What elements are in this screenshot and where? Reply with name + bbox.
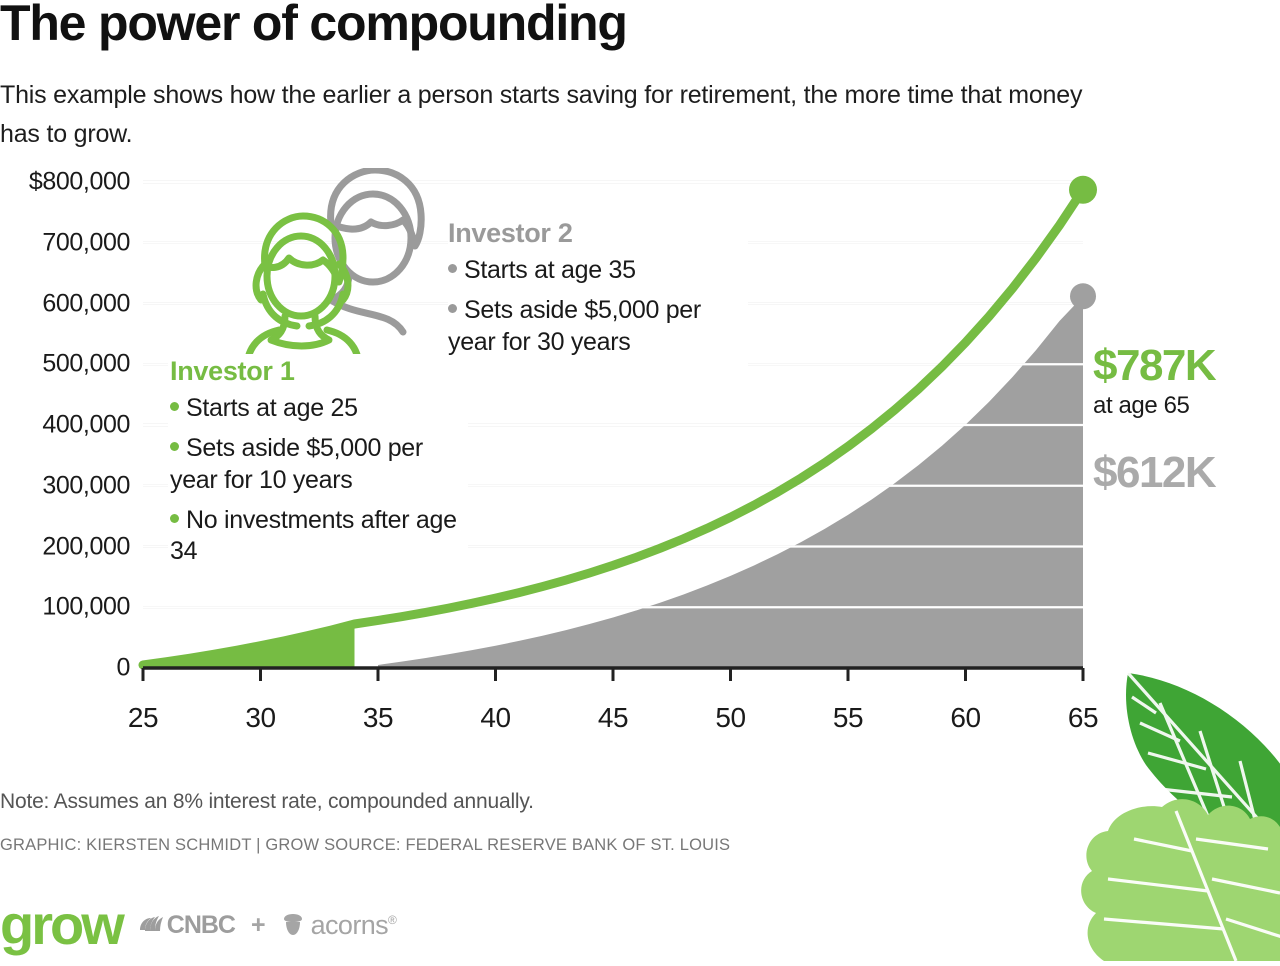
callout1-backdrop — [168, 354, 468, 566]
callout-investor-2: Investor 2 Starts at age 35 Sets aside $… — [448, 218, 748, 358]
bullet-text: Sets aside $5,000 per year for 10 years — [170, 434, 423, 494]
y-axis-tick-label: 500,000 — [42, 349, 130, 378]
callout-investor-1-bullet-1: Starts at age 25 — [170, 393, 470, 424]
page-subtitle: This example shows how the earlier a per… — [0, 81, 1083, 148]
end-value-investor-1-sub: at age 65 — [1093, 392, 1190, 419]
y-axis-tick-label: 100,000 — [42, 592, 130, 621]
callout-investor-1-bullet-3: No investments after age 34 — [170, 505, 470, 568]
bullet-text: Starts at age 25 — [186, 394, 358, 422]
acorn-icon — [283, 914, 302, 935]
page-title: The power of compounding — [0, 0, 628, 51]
y-axis-tick-label: 400,000 — [42, 410, 130, 439]
brand-logo-row: grow CNBC + acorns® — [0, 893, 397, 956]
series-investor2-area — [378, 296, 1083, 668]
bullet-dot-icon — [170, 513, 179, 523]
end-value-investor-2: $612K — [1093, 448, 1217, 497]
y-axis-tick-label: 0 — [116, 653, 130, 682]
callout-investor-2-bullet-2: Sets aside $5,000 per year for 30 years — [448, 295, 748, 358]
investor2-endpoint-marker — [1070, 283, 1096, 310]
bullet-dot-icon — [448, 263, 457, 273]
leaf-light-green — [1081, 799, 1280, 962]
chart-note: Note: Assumes an 8% interest rate, compo… — [0, 790, 534, 813]
registered-mark: ® — [388, 912, 397, 927]
end-label-investor-1: $787K at age 65 — [1093, 341, 1217, 420]
cnbc-logo: CNBC — [138, 910, 236, 940]
chart: 0 100,000 200,000 300,000 400,000 500,000 600,… — [0, 166, 1280, 766]
x-axis-tick-label: 55 — [832, 702, 864, 733]
x-axis-tick-label: 60 — [950, 702, 981, 733]
callout-investor-2-heading: Investor 2 — [448, 218, 573, 248]
bullet-text: Sets aside $5,000 per year for 30 years — [448, 296, 701, 356]
x-axis-tick-label: 35 — [362, 702, 394, 733]
series-investor1-area — [143, 624, 355, 668]
callout-investor-2-bullet-1: Starts at age 35 — [448, 255, 748, 286]
x-axis-tick-label: 65 — [1067, 702, 1099, 733]
x-axis-tick-label: 25 — [127, 702, 159, 733]
investor2-area-fill — [378, 296, 1083, 668]
end-value-investor-1: $787K — [1093, 341, 1217, 390]
y-axis-tick-label: 200,000 — [42, 532, 130, 560]
y-axis-tick-label: $800,000 — [28, 167, 130, 196]
callout2-backdrop — [448, 212, 748, 372]
avatar-investor1-green — [243, 212, 363, 372]
investor-avatars-illustration — [225, 166, 440, 372]
acorns-wordmark: acorns® — [311, 910, 397, 941]
endpoint-markers — [1069, 175, 1097, 310]
bullet-dot-icon — [170, 401, 179, 411]
bullet-dot-icon — [170, 442, 179, 452]
grow-logo: grow — [0, 893, 125, 956]
plus-separator: + — [250, 910, 266, 939]
bullet-dot-icon — [448, 304, 457, 314]
chart-credit: GRAPHIC: KIERSTEN SCHMIDT | GROW SOURCE:… — [0, 836, 731, 854]
callout-investor-1-bullet-2: Sets aside $5,000 per year for 10 years — [170, 433, 470, 496]
investor1-area-fill — [143, 624, 355, 668]
acorns-text: acorns — [310, 909, 389, 940]
investor1-endpoint-marker — [1069, 175, 1097, 204]
axis-lines — [141, 666, 1085, 681]
x-axis-tick-label: 45 — [597, 702, 629, 733]
cnbc-wordmark: CNBC — [166, 910, 236, 939]
avatar-pair-icon — [243, 166, 425, 372]
y-axis-tick-label: 700,000 — [42, 228, 130, 257]
bullet-text: Starts at age 35 — [464, 256, 636, 284]
y-axis-tick-label: 300,000 — [42, 471, 130, 500]
bullet-text: No investments after age 34 — [170, 505, 457, 565]
x-axis-tick-label: 50 — [715, 702, 746, 733]
y-axis-tick-label: 600,000 — [42, 289, 130, 317]
x-axis-tick-label: 30 — [245, 702, 276, 733]
callout-investor-1-heading: Investor 1 — [170, 356, 295, 386]
series-investor1-line — [138, 185, 1088, 670]
x-axis-tick-label: 40 — [480, 702, 511, 733]
end-label-investor-2: $612K — [1093, 448, 1217, 497]
cnbc-peacock-icon — [139, 916, 163, 931]
callout-investor-1: Investor 1 Starts at age 25 Sets aside $… — [170, 356, 470, 567]
investor1-line — [138, 185, 1088, 670]
